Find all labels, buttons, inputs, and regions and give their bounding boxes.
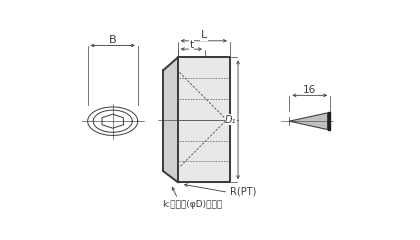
Polygon shape (289, 113, 328, 130)
Text: R(PT): R(PT) (230, 186, 256, 196)
Text: L: L (201, 30, 207, 40)
Text: k:基準径(φD)の位置: k:基準径(φD)の位置 (163, 200, 223, 209)
Polygon shape (328, 112, 330, 131)
Text: 16: 16 (303, 85, 316, 95)
Text: B: B (109, 35, 116, 45)
Text: t: t (189, 40, 194, 49)
Polygon shape (178, 57, 230, 182)
Text: D₁: D₁ (225, 115, 236, 125)
Polygon shape (163, 57, 178, 182)
